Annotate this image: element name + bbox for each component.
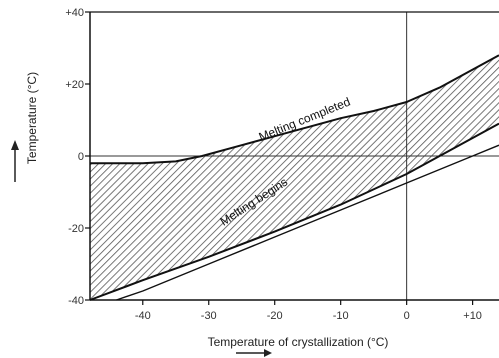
x-tick-label: +10	[463, 310, 482, 322]
x-tick-label: -30	[201, 310, 217, 322]
y-tick-label: -40	[68, 295, 84, 307]
melting-completed-curve	[90, 54, 499, 165]
melting-begins-curve	[89, 122, 499, 301]
x-tick-label: 0	[404, 310, 410, 322]
y-tick-label: -20	[68, 223, 84, 235]
x-axis-arrow-head	[264, 349, 272, 357]
x-tick-label: -20	[267, 310, 283, 322]
x-axis-title: Temperature of crystallization (°C)	[208, 335, 389, 349]
reference-diagonal-line	[116, 144, 499, 301]
x-tick-label: -10	[333, 310, 349, 322]
y-axis-title: Temperature (°C)	[25, 72, 39, 164]
y-tick-label: 0	[78, 151, 84, 163]
y-tick-label: +40	[65, 7, 84, 19]
y-axis-arrow-head	[11, 140, 19, 150]
x-tick-label: -40	[135, 310, 151, 322]
hatched-melting-range	[90, 55, 499, 301]
y-tick-label: +20	[65, 79, 84, 91]
